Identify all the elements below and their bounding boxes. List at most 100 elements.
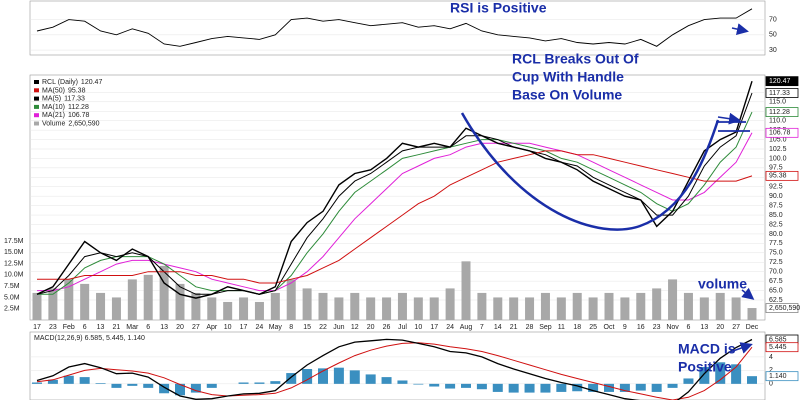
x-tick-label: 6 — [686, 324, 690, 331]
legend-value: 95.38 — [68, 87, 86, 94]
macd-legend: MACD(12,26,9) 6.585, 5.445, 1.140 — [34, 335, 145, 342]
histogram-bar — [79, 377, 90, 384]
x-tick-label: 17 — [430, 324, 438, 331]
histogram-bar — [365, 374, 376, 384]
line — [37, 111, 753, 295]
volume-bar — [525, 297, 535, 320]
histogram-bar — [683, 378, 694, 384]
legend-swatch — [34, 88, 39, 93]
y-tick-label: 2 — [769, 367, 773, 374]
volume-bar — [239, 297, 249, 320]
volume-bar — [32, 292, 42, 320]
legend-swatch — [34, 96, 39, 101]
x-tick-label: 14 — [494, 324, 502, 331]
x-tick-label: Oct — [604, 324, 615, 331]
legend-swatch — [34, 80, 39, 84]
line — [36, 338, 753, 400]
value-box — [765, 303, 799, 313]
annotation: RCL Breaks Out Of — [512, 51, 639, 67]
histogram-bar — [413, 383, 424, 385]
histogram-bar — [318, 368, 328, 384]
x-tick-label: 27 — [192, 324, 200, 331]
legend-entry: MA(21) 106.78 — [42, 112, 89, 119]
x-tick-label: 21 — [510, 324, 518, 331]
value-box — [765, 88, 799, 98]
histogram-bar — [143, 383, 154, 388]
volume-bar — [572, 292, 582, 320]
x-tick-label: 6 — [83, 324, 87, 331]
histogram-bar — [381, 377, 392, 384]
volume-bar — [366, 297, 376, 320]
volume-bar — [461, 261, 471, 320]
y-tick-label: 0 — [769, 381, 773, 388]
volume-bar — [159, 265, 169, 320]
y-tick-label: 100.0 — [769, 155, 787, 162]
line — [36, 92, 753, 295]
y-tick-label: 80.0 — [769, 231, 783, 238]
x-tick-label: 28 — [526, 324, 534, 331]
x-tick-label: Feb — [63, 324, 75, 331]
volume-bar — [636, 292, 646, 320]
histogram-bar — [159, 383, 170, 394]
volume-bar — [302, 288, 312, 320]
volume-bar — [620, 297, 630, 320]
y-tick-label: 115.0 — [769, 99, 786, 106]
x-tick-label: 16 — [637, 324, 645, 331]
y-tick-label: 82.5 — [769, 221, 783, 228]
x-tick-label: Apr — [206, 324, 218, 331]
legend-entry: MA(10) 112.28 — [42, 104, 89, 111]
legend-value: 106.78 — [68, 112, 90, 119]
price-panel — [29, 74, 766, 321]
histogram-bar — [699, 367, 710, 384]
value-box-label: 2,650,590 — [769, 305, 800, 312]
volume-bar — [270, 292, 280, 320]
histogram-bar — [651, 383, 662, 392]
x-tick-label: 24 — [446, 324, 454, 331]
value-box-label: 6.585 — [769, 336, 787, 343]
volume-bar — [747, 308, 757, 320]
y-tick-label: 75.0 — [769, 250, 783, 257]
x-tick-label: 10 — [224, 324, 232, 331]
histogram-bar — [604, 383, 614, 392]
volume-bar — [80, 283, 90, 320]
volume-bar — [286, 279, 296, 320]
volume-bar — [48, 288, 58, 320]
volume-bar — [111, 297, 121, 320]
x-tick-label: 15 — [303, 324, 311, 331]
x-tick-label: Sep — [539, 324, 552, 331]
value-box — [765, 127, 799, 138]
legend-value: 112.28 — [68, 104, 89, 111]
value-box-label: 95.38 — [769, 173, 787, 180]
x-tick-label: 11 — [558, 324, 565, 331]
histogram-bar — [731, 364, 742, 384]
value-box — [765, 342, 799, 353]
annotation: volume — [698, 276, 747, 292]
legend-name: MA(10) — [42, 104, 65, 111]
y-tick-label: 97.5 — [769, 165, 783, 172]
volume-bar — [556, 297, 566, 320]
volume-bar — [413, 297, 423, 320]
legend-value: 2,650,590 — [68, 120, 99, 127]
histogram-bar — [47, 379, 58, 384]
x-tick-label: 9 — [623, 324, 627, 331]
histogram-bar — [508, 383, 519, 393]
volume-bar — [699, 297, 709, 320]
arrow — [741, 287, 755, 300]
histogram-bar — [270, 381, 281, 384]
y-tick-label: 30 — [769, 47, 777, 54]
y-tick-label: 10.0M — [4, 272, 24, 279]
volume-bar — [477, 292, 487, 320]
y-tick-label: 67.5 — [769, 278, 783, 285]
x-tick-label: 20 — [367, 324, 375, 331]
line — [36, 8, 753, 47]
histogram-bar — [461, 383, 471, 388]
y-tick-label: 85.0 — [769, 212, 783, 219]
arrow — [729, 342, 753, 354]
histogram-bar — [349, 370, 360, 384]
y-tick-label: 105.0 — [769, 136, 787, 143]
histogram-bar — [492, 383, 503, 392]
legend-swatch — [34, 121, 39, 126]
volume-bar — [652, 288, 662, 320]
volume-bar — [143, 274, 153, 320]
